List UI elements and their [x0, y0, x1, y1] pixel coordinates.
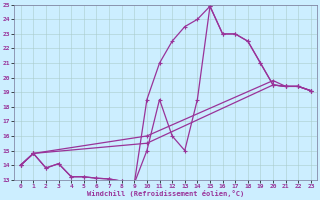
X-axis label: Windchill (Refroidissement éolien,°C): Windchill (Refroidissement éolien,°C)	[87, 190, 244, 197]
